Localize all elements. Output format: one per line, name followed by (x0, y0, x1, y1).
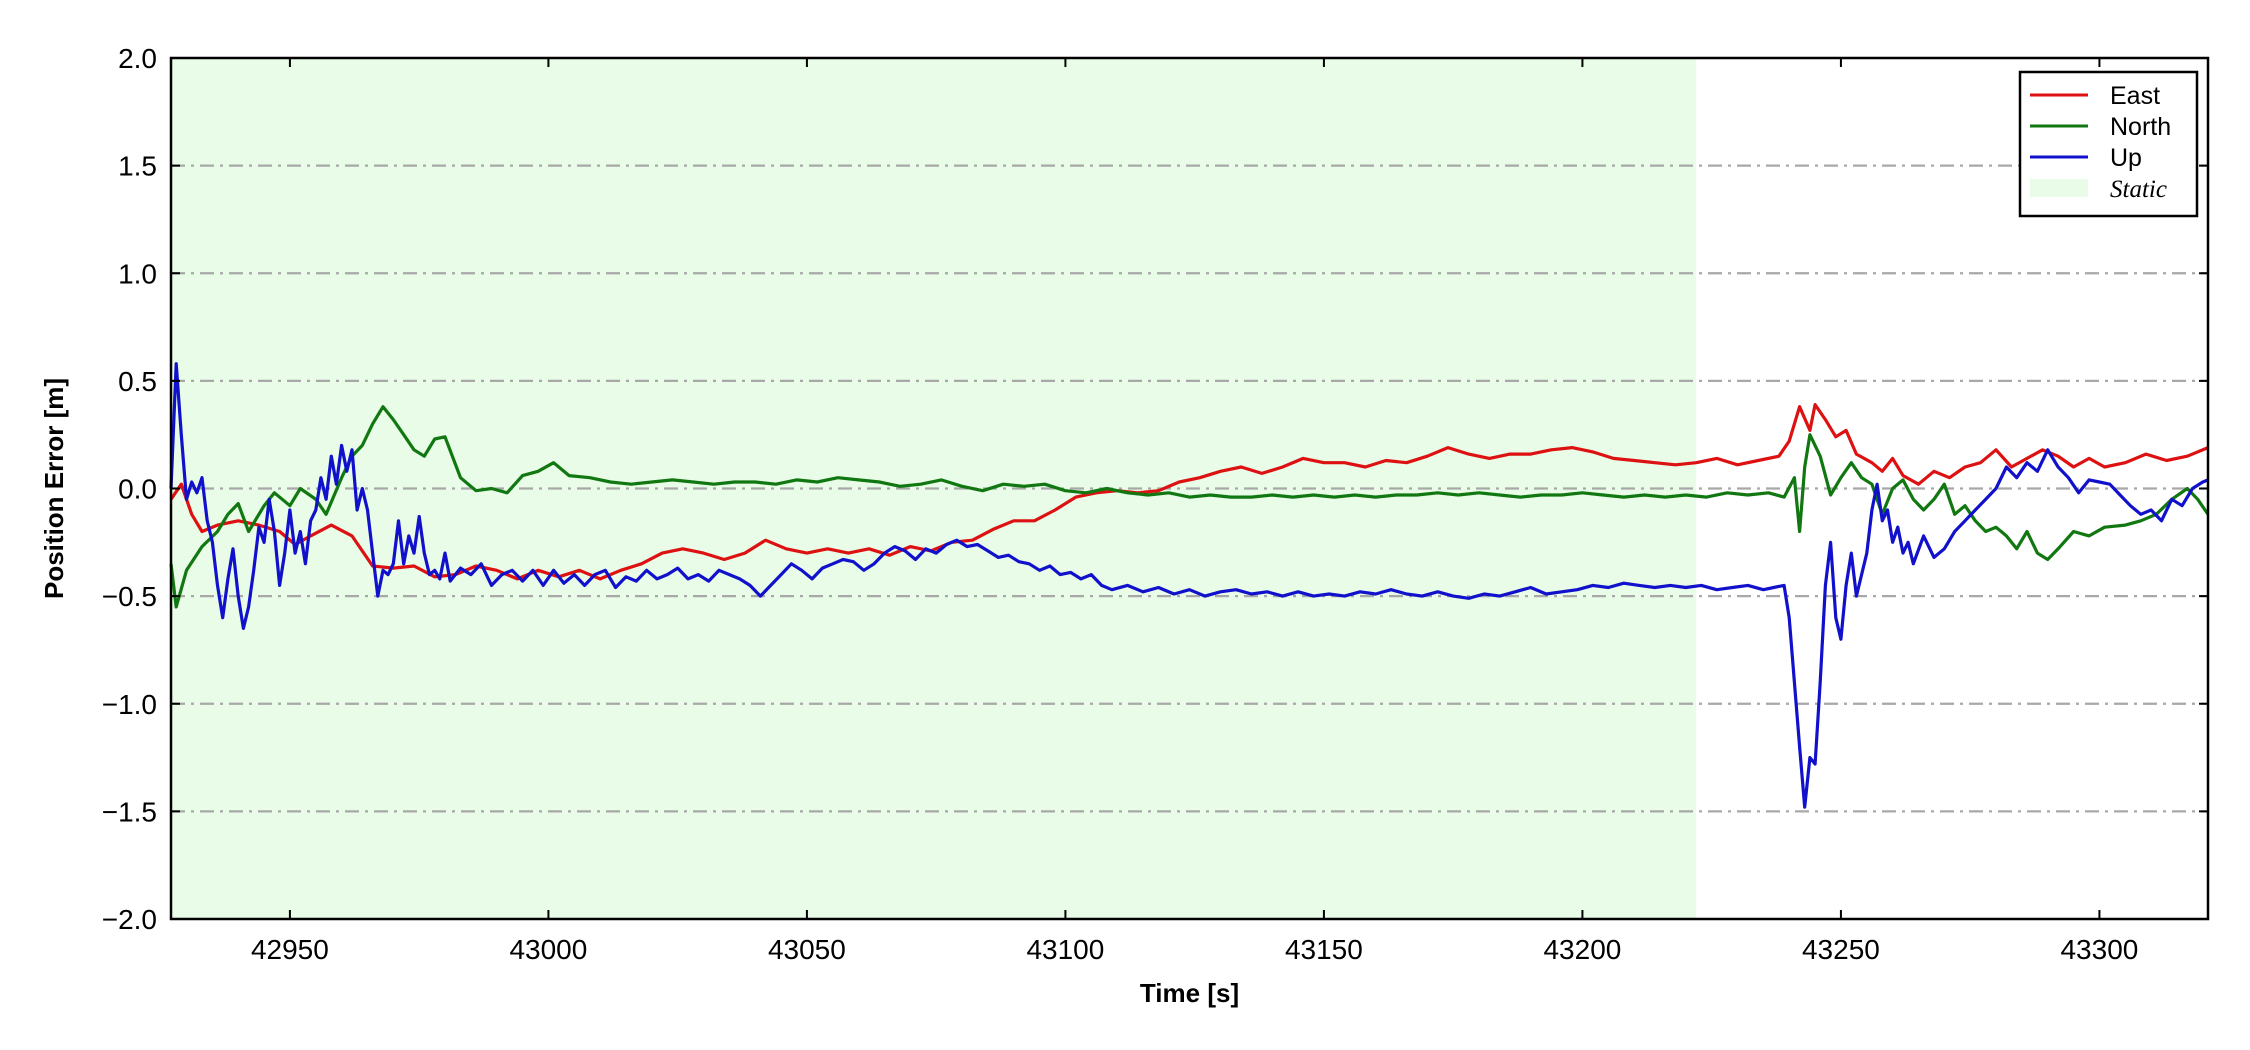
series-line-north (169, 405, 2210, 609)
y-tick-label: 0.0 (118, 474, 157, 505)
y-tick-label: 0.5 (118, 366, 157, 397)
y-tick-label: −1.5 (102, 796, 157, 827)
y-tick-label: −2.0 (102, 904, 157, 935)
tick-labels: 42950 43000 43050 43100 43150 43200 43250 43300… (102, 43, 2139, 965)
x-tick-label: 43050 (768, 934, 846, 965)
series-layer (169, 362, 2210, 809)
legend-label-up: Up (2110, 144, 2142, 172)
legend-swatch-static (2030, 179, 2088, 197)
x-tick-label: 43100 (1026, 934, 1104, 965)
y-tick-label: −1.0 (102, 689, 157, 720)
x-axis-label: Time [s] (1140, 978, 1239, 1008)
x-tick-label: 43250 (1802, 934, 1880, 965)
legend-label-north: North (2110, 113, 2171, 141)
x-tick-label: 43200 (1543, 934, 1621, 965)
x-tick-label: 43300 (2060, 934, 2138, 965)
legend-label-east: East (2110, 82, 2160, 110)
x-tick-label: 43000 (509, 934, 587, 965)
series-line-up (169, 362, 2209, 809)
y-tick-label: 2.0 (118, 43, 157, 74)
legend-label-static: Static (2110, 176, 2167, 203)
y-tick-label: 1.0 (118, 258, 157, 289)
x-tick-label: 42950 (251, 934, 329, 965)
grid-lines (171, 164, 2208, 813)
x-tick-label: 43150 (1285, 934, 1363, 965)
y-axis-label: Position Error [m] (39, 378, 69, 599)
legend: East North Up Static (2018, 70, 2199, 218)
y-tick-label: 1.5 (118, 151, 157, 182)
y-tick-label: −0.5 (102, 581, 157, 612)
axis-ticks (171, 57, 2208, 920)
